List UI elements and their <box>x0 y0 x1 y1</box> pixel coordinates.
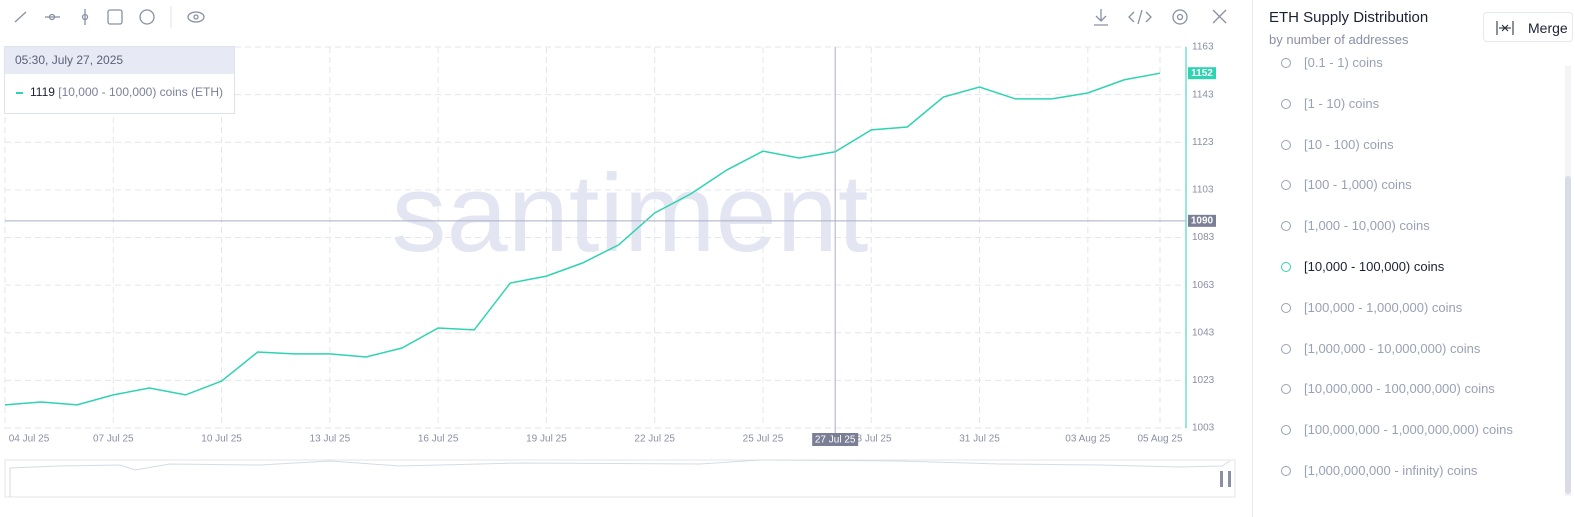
crosshair-y-label: 1090 <box>1191 215 1214 226</box>
metric-label: [1,000,000 - 10,000,000) coins <box>1304 340 1481 356</box>
y-tick-label: 1103 <box>1192 185 1214 196</box>
tooltip: 05:30, July 27, 2025 1119 [10,000 - 100,… <box>4 46 235 114</box>
y-tick-label: 1043 <box>1192 327 1215 338</box>
tool-hline[interactable] <box>45 13 60 21</box>
metric-icon <box>1281 221 1291 232</box>
y-tick-label: 1163 <box>1192 42 1214 53</box>
x-tick-label: 19 Jul 25 <box>526 434 567 445</box>
metric-label: [100,000,000 - 1,000,000,000) coins <box>1304 422 1513 438</box>
x-tick-label: 22 Jul 25 <box>634 434 675 445</box>
scrollbar <box>1565 66 1571 496</box>
metric-icon <box>1281 302 1291 313</box>
series-line <box>4 72 1161 406</box>
merge-button[interactable]: Merge <box>1483 12 1573 42</box>
x-tick-label: 25 Jul 25 <box>743 434 784 445</box>
series-swatch <box>16 91 23 94</box>
metric-label: [100,000 - 1,000,000) coins <box>1304 299 1463 315</box>
tool-line[interactable] <box>14 11 27 23</box>
metric-label: [10 - 100) coins <box>1304 136 1394 152</box>
y-tick-label: 1063 <box>1192 280 1215 291</box>
x-tick-label: 10 Jul 25 <box>201 434 242 445</box>
tool-vline[interactable] <box>81 9 89 25</box>
metric-label: [10,000 - 100,000) coins <box>1304 259 1445 274</box>
metric-label: [1,000,000,000 - infinity) coins <box>1304 463 1478 478</box>
metric-label: [10,000,000 - 100,000,000) coins <box>1304 381 1495 397</box>
plot <box>4 46 1186 429</box>
y-tick-label: 1083 <box>1192 232 1215 243</box>
navigator <box>4 459 1236 498</box>
metric-label: [1,000 - 10,000) coins <box>1304 218 1430 234</box>
toolbar <box>14 6 1227 28</box>
handle[interactable] <box>1220 471 1223 487</box>
merge-icon <box>1496 21 1514 35</box>
metric-label: [1 - 10) coins <box>1304 95 1380 111</box>
metric-icon <box>1281 384 1291 395</box>
x-tick-label: 07 Jul 25 <box>93 434 134 445</box>
metric-icon <box>1281 425 1291 436</box>
settings[interactable] <box>1172 9 1188 25</box>
x-tick-label: 13 Jul 25 <box>310 434 351 445</box>
tooltip-time: 05:30, July 27, 2025 <box>5 47 234 74</box>
metric-list: [0.1 - 1) coins [1 - 10) coins [10 - 100) … <box>1253 48 1565 503</box>
y-tick-label: 1123 <box>1192 137 1214 148</box>
embed[interactable] <box>1128 9 1152 25</box>
x-tick-label: 04 Jul 25 <box>9 434 50 445</box>
metric-icon <box>1281 262 1291 272</box>
y-tick-label: 1023 <box>1192 375 1215 386</box>
sidebar-subtitle: by number of addresses <box>1269 32 1409 47</box>
handle[interactable] <box>1228 471 1231 487</box>
download[interactable] <box>1094 9 1108 26</box>
metric-icon <box>1281 98 1291 109</box>
tooltip-row: 1119 [10,000 - 100,000) coins (ETH) <box>5 74 234 99</box>
metric-label: [100 - 1,000) coins <box>1304 177 1412 193</box>
tool-emoji[interactable] <box>139 9 155 25</box>
last-value-box <box>1188 67 1216 80</box>
metric-label: [0.1 - 1) coins <box>1304 55 1383 70</box>
tooltip-series: [10,000 - 100,000) coins (ETH) <box>58 85 224 99</box>
crosshair-x-box <box>812 433 859 446</box>
y-tick-label: 1003 <box>1192 423 1215 434</box>
metric-icon <box>1281 343 1291 354</box>
x-tick-label: 28 Jul 25 <box>851 434 892 445</box>
crosshair-y-box <box>1188 214 1216 227</box>
tool-visibility[interactable] <box>187 11 205 23</box>
x-tick-label: 31 Jul 25 <box>959 434 1000 445</box>
chart: santiment 1003 1023 1043 1063 1083 1103 1123 11… <box>4 6 1236 498</box>
sidebar: ETH Supply Distribution by number of add… <box>1252 0 1575 517</box>
x-tick-label: 03 Aug 25 <box>1065 434 1110 445</box>
merge-label: Merge <box>1528 20 1568 36</box>
metric-icon <box>1281 466 1291 476</box>
crosshair-x-label: 27 Jul 25 <box>815 435 856 446</box>
metric-icon <box>1281 58 1291 68</box>
y-tick-label: 1143 <box>1192 89 1214 100</box>
x-tick-label: 05 Aug 25 <box>1137 434 1182 445</box>
last-value-label: 1152 <box>1191 68 1213 79</box>
watermark: santiment <box>392 152 869 275</box>
metric-icon <box>1281 180 1291 191</box>
tooltip-value: 1119 <box>30 85 55 99</box>
fullscreen[interactable] <box>1212 9 1227 24</box>
tool-note[interactable] <box>107 9 123 25</box>
sidebar-title: ETH Supply Distribution <box>1269 9 1429 26</box>
x-tick-label: 16 Jul 25 <box>418 434 459 445</box>
metric-icon <box>1281 139 1291 150</box>
